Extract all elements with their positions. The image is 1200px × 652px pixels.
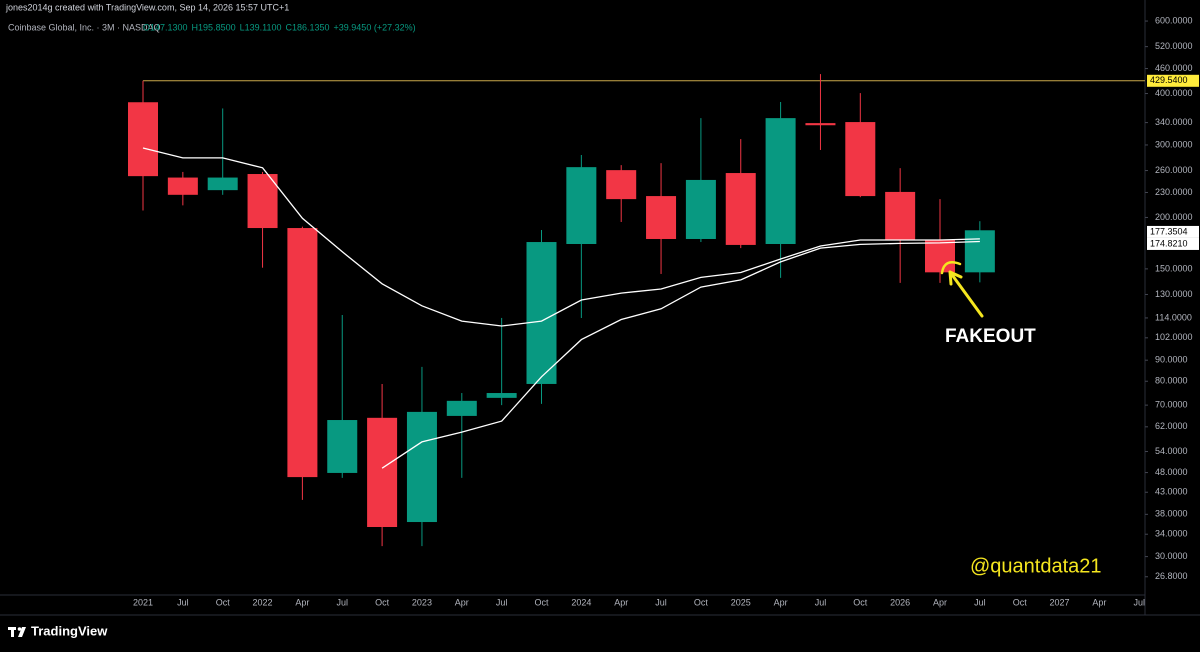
- y-tick-label: 43.0000: [1155, 487, 1188, 497]
- candle-body: [925, 239, 955, 273]
- y-tick-label: 200.0000: [1155, 212, 1193, 222]
- candle-body: [327, 420, 358, 473]
- y-tick-label: 30.0000: [1155, 551, 1188, 561]
- candle-body: [287, 228, 318, 478]
- ohlc-value: H195.8500: [192, 22, 236, 32]
- candle-body: [964, 230, 995, 273]
- line-tag: [1147, 225, 1199, 238]
- candle-body: [606, 170, 637, 200]
- x-tick-label: Oct: [694, 597, 709, 607]
- annotation-hook: [940, 261, 962, 275]
- y-tick-label: 230.0000: [1155, 187, 1193, 197]
- y-tick-label: 70.0000: [1155, 399, 1188, 409]
- y-tick-label: 62.0000: [1155, 421, 1188, 431]
- chart-title: jones2014g created with TradingView.com,…: [5, 2, 289, 12]
- candle-body: [646, 196, 677, 239]
- x-tick-label: Oct: [216, 597, 231, 607]
- y-tick-label: 90.0000: [1155, 355, 1188, 365]
- y-tick-label: 460.0000: [1155, 63, 1193, 73]
- candle-body: [566, 167, 597, 244]
- plot-area: [128, 74, 1145, 547]
- y-tick-label: 400.0000: [1155, 88, 1193, 98]
- x-tick-label: Jul: [496, 597, 508, 607]
- ohlc-value: C186.1350: [285, 22, 329, 32]
- candle-body: [167, 177, 198, 195]
- x-tick-label: Jul: [815, 597, 827, 607]
- ma-line: [381, 240, 980, 469]
- y-tick-label: 80.0000: [1155, 376, 1188, 386]
- x-tick-label: Oct: [534, 597, 549, 607]
- candle-body: [526, 242, 557, 384]
- x-tick-label: 2021: [133, 597, 153, 607]
- line-tag-label: 174.8210: [1150, 238, 1188, 248]
- y-tick-label: 130.0000: [1155, 289, 1193, 299]
- candle-body: [207, 177, 238, 191]
- watermark: @quantdata21: [970, 555, 1102, 577]
- candle-body: [805, 123, 836, 126]
- candle-body: [885, 191, 916, 240]
- x-tick-label: Jul: [974, 597, 986, 607]
- y-tick-label: 34.0000: [1155, 529, 1188, 539]
- candle-body: [367, 417, 398, 528]
- x-tick-label: Apr: [295, 597, 309, 607]
- ohlc-value: L139.1100: [240, 22, 282, 32]
- ohlc-value: O147.1300: [143, 22, 188, 32]
- line-tag-label: 177.3504: [1150, 226, 1188, 236]
- y-tick-label: 26.8000: [1155, 571, 1188, 581]
- y-tick-label: 150.0000: [1155, 263, 1193, 273]
- candle-body: [406, 411, 437, 523]
- line-tag: [1147, 237, 1199, 250]
- brand-logo: [8, 627, 26, 637]
- x-tick-label: 2024: [571, 597, 591, 607]
- x-tick-label: Apr: [774, 597, 788, 607]
- x-tick-label: 2027: [1050, 597, 1070, 607]
- candle-body: [845, 122, 876, 197]
- x-tick-label: 2022: [253, 597, 273, 607]
- x-tick-label: Jul: [1133, 597, 1145, 607]
- candle-body: [725, 173, 756, 245]
- y-tick-label: 600.0000: [1155, 15, 1193, 25]
- annotation-fakeout: FAKEOUT: [945, 326, 1036, 347]
- x-tick-label: Oct: [375, 597, 390, 607]
- x-tick-label: Apr: [933, 597, 947, 607]
- y-tick-label: 102.0000: [1155, 332, 1193, 342]
- candle-body: [446, 400, 477, 416]
- ma-line: [142, 147, 980, 327]
- y-tick-label: 300.0000: [1155, 139, 1193, 149]
- x-tick-label: Apr: [1092, 597, 1106, 607]
- x-tick-label: Oct: [1013, 597, 1028, 607]
- annotation-arrow: [948, 270, 984, 318]
- x-tick-label: Apr: [614, 597, 628, 607]
- x-tick-label: 2023: [412, 597, 432, 607]
- candle-body: [765, 118, 796, 244]
- x-tick-label: Oct: [853, 597, 868, 607]
- x-tick-label: 2026: [890, 597, 910, 607]
- candle-body: [685, 179, 716, 239]
- y-tick-label: 340.0000: [1155, 117, 1193, 127]
- ohlc-value: +39.9450 (+27.32%): [334, 22, 416, 32]
- price-line-tag: [1147, 74, 1199, 87]
- x-tick-label: 2025: [731, 597, 751, 607]
- price-line-label: 429.5400: [1150, 75, 1188, 85]
- y-tick-label: 54.0000: [1155, 446, 1188, 456]
- x-tick-label: Apr: [455, 597, 469, 607]
- candle-body: [486, 393, 517, 398]
- x-tick-label: Jul: [177, 597, 189, 607]
- x-tick-label: Jul: [336, 597, 348, 607]
- y-tick-label: 114.0000: [1155, 312, 1192, 322]
- x-tick-label: Jul: [655, 597, 667, 607]
- y-tick-label: 38.0000: [1155, 509, 1188, 519]
- candle-body: [128, 102, 158, 177]
- y-tick-label: 520.0000: [1155, 41, 1193, 51]
- candle-body: [247, 174, 278, 229]
- symbol-label: Coinbase Global, Inc. · 3M · NASDAQ: [8, 22, 161, 32]
- y-tick-label: 260.0000: [1155, 165, 1193, 175]
- ohlc-readout: O147.1300 H195.8500 L139.1100 C186.1350 +39.…: [143, 22, 416, 32]
- brand-name: TradingView: [31, 623, 108, 638]
- y-tick-label: 48.0000: [1155, 467, 1188, 477]
